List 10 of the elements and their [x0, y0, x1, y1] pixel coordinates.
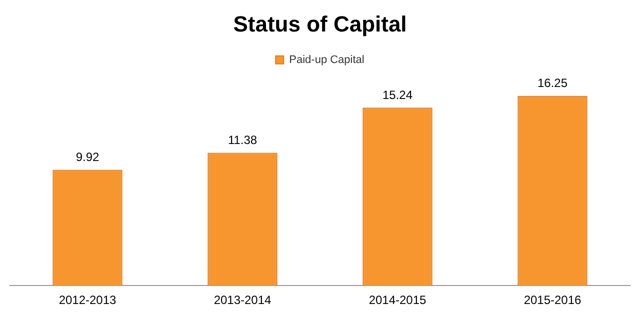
data-label: 9.92	[76, 150, 100, 164]
data-label: 16.25	[537, 76, 568, 90]
x-tick-label: 2012-2013	[58, 293, 117, 308]
data-label: 11.38	[228, 133, 258, 148]
chart-title: Status of Capital	[233, 11, 407, 36]
x-tick-label: 2015-2016	[524, 293, 582, 308]
x-tick-label: 2014-2015	[368, 293, 427, 308]
data-label: 15.24	[382, 88, 413, 102]
legend-label: Paid-up Capital	[289, 54, 364, 66]
x-tick-label: 2013-2014	[214, 293, 272, 308]
